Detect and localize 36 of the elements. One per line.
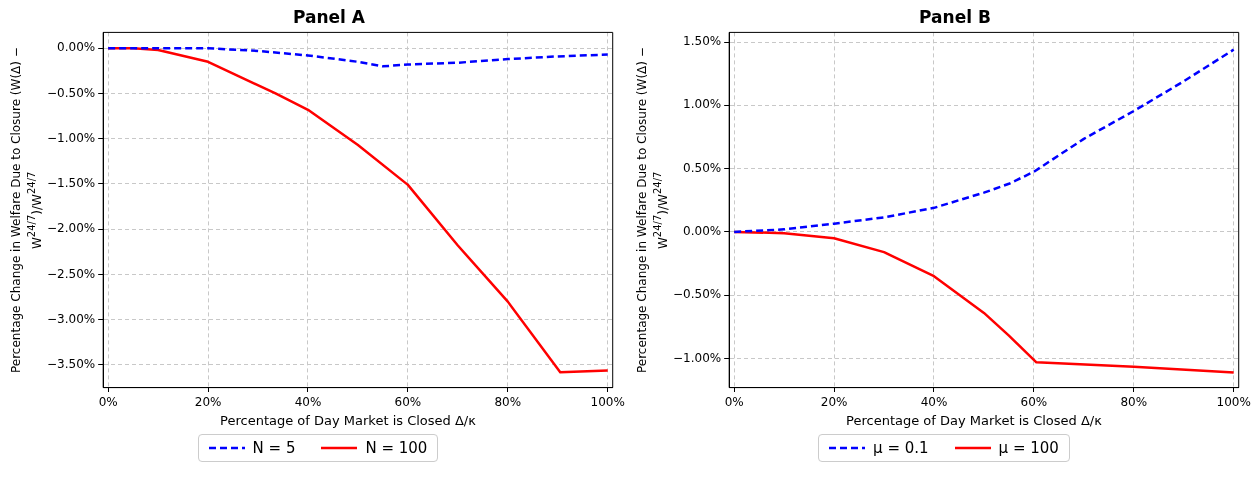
y-tick-label: −2.50%: [46, 266, 96, 281]
x-tick-label: 80%: [1120, 394, 1148, 409]
x-tick-label: 60%: [1020, 394, 1048, 409]
x-tick-label: 60%: [394, 394, 422, 409]
y-tick-label: −1.50%: [46, 176, 96, 191]
x-axis-title: Percentage of Day Market is Closed Δ/κ: [219, 413, 477, 428]
y-tick-label: 0.00%: [683, 224, 722, 239]
x-tick-label: 40%: [294, 394, 322, 409]
x-tick-label: 100%: [590, 394, 625, 409]
y-tick-label: −2.00%: [46, 221, 96, 236]
y-tick-label: −0.50%: [672, 287, 722, 302]
x-tick-label: 0%: [724, 394, 744, 409]
line-series: [106, 46, 609, 68]
chart-title: Panel B: [919, 6, 991, 27]
y-tick-label: 0.00%: [57, 40, 96, 55]
y-tick-label: −3.50%: [46, 357, 96, 372]
y-tick-label: −1.00%: [672, 350, 722, 365]
legend-label: μ = 100: [998, 439, 1059, 457]
y-tick-label: −3.00%: [46, 311, 96, 326]
y-tick-label: 0.50%: [683, 160, 722, 175]
x-tick-label: 20%: [820, 394, 848, 409]
y-tick-label: −0.50%: [46, 85, 96, 100]
x-tick-label: 100%: [1216, 394, 1251, 409]
y-tick-label: −1.00%: [46, 130, 96, 145]
y-tick-label: 1.50%: [683, 34, 722, 49]
chart-title: Panel A: [292, 6, 366, 27]
x-tick-label: 20%: [194, 394, 222, 409]
legend-label: N = 100: [365, 439, 428, 457]
x-tick-label: 80%: [494, 394, 522, 409]
x-axis-title: Percentage of Day Market is Closed Δ/κ: [845, 413, 1103, 428]
y-tick-label: 1.00%: [683, 97, 722, 112]
x-tick-label: 40%: [920, 394, 948, 409]
legend-label: μ = 0.1: [873, 439, 929, 457]
line-series: [732, 48, 1235, 234]
x-tick-label: 0%: [98, 394, 118, 409]
legend-label: N = 5: [252, 439, 296, 457]
